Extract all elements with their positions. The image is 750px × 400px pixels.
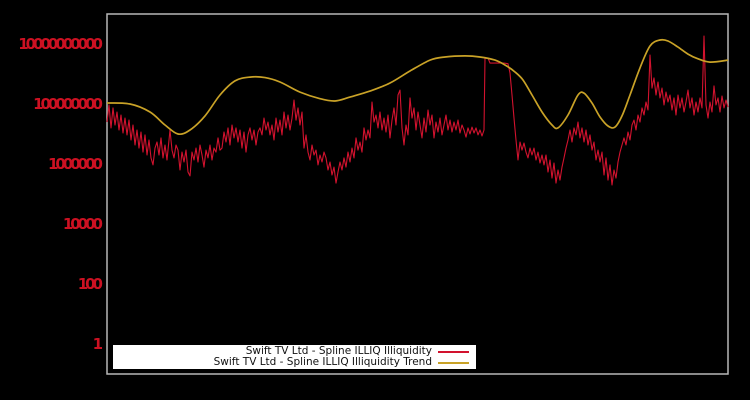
y-axis-tick-label: 1000000 [47, 155, 103, 173]
y-axis-tick-label: 100 [77, 275, 103, 293]
legend-item-trend: Swift TV Ltd - Spline ILLIQ Illiquidity … [113, 357, 476, 368]
legend-item-illiquidity: Swift TV Ltd - Spline ILLIQ Illiquidity [113, 346, 476, 357]
plot-border [106, 13, 729, 375]
y-axis-tick-label: 1 [92, 335, 104, 353]
legend-label-illiquidity: Swift TV Ltd - Spline ILLIQ Illiquidity [245, 345, 432, 357]
legend-label-trend: Swift TV Ltd - Spline ILLIQ Illiquidity … [213, 356, 432, 368]
legend-line-sample-trend [438, 361, 469, 364]
illiquidity-line [106, 35, 729, 186]
trend-line [106, 38, 729, 136]
legend-line-sample-illiquidity [438, 350, 469, 353]
y-axis-tick-label: 10000 [62, 215, 103, 233]
y-axis-tick-label: 10000000000 [18, 35, 103, 53]
chart-legend: Swift TV Ltd - Spline ILLIQ Illiquidity … [113, 345, 476, 369]
y-axis-tick-label: 100000000 [33, 95, 103, 113]
